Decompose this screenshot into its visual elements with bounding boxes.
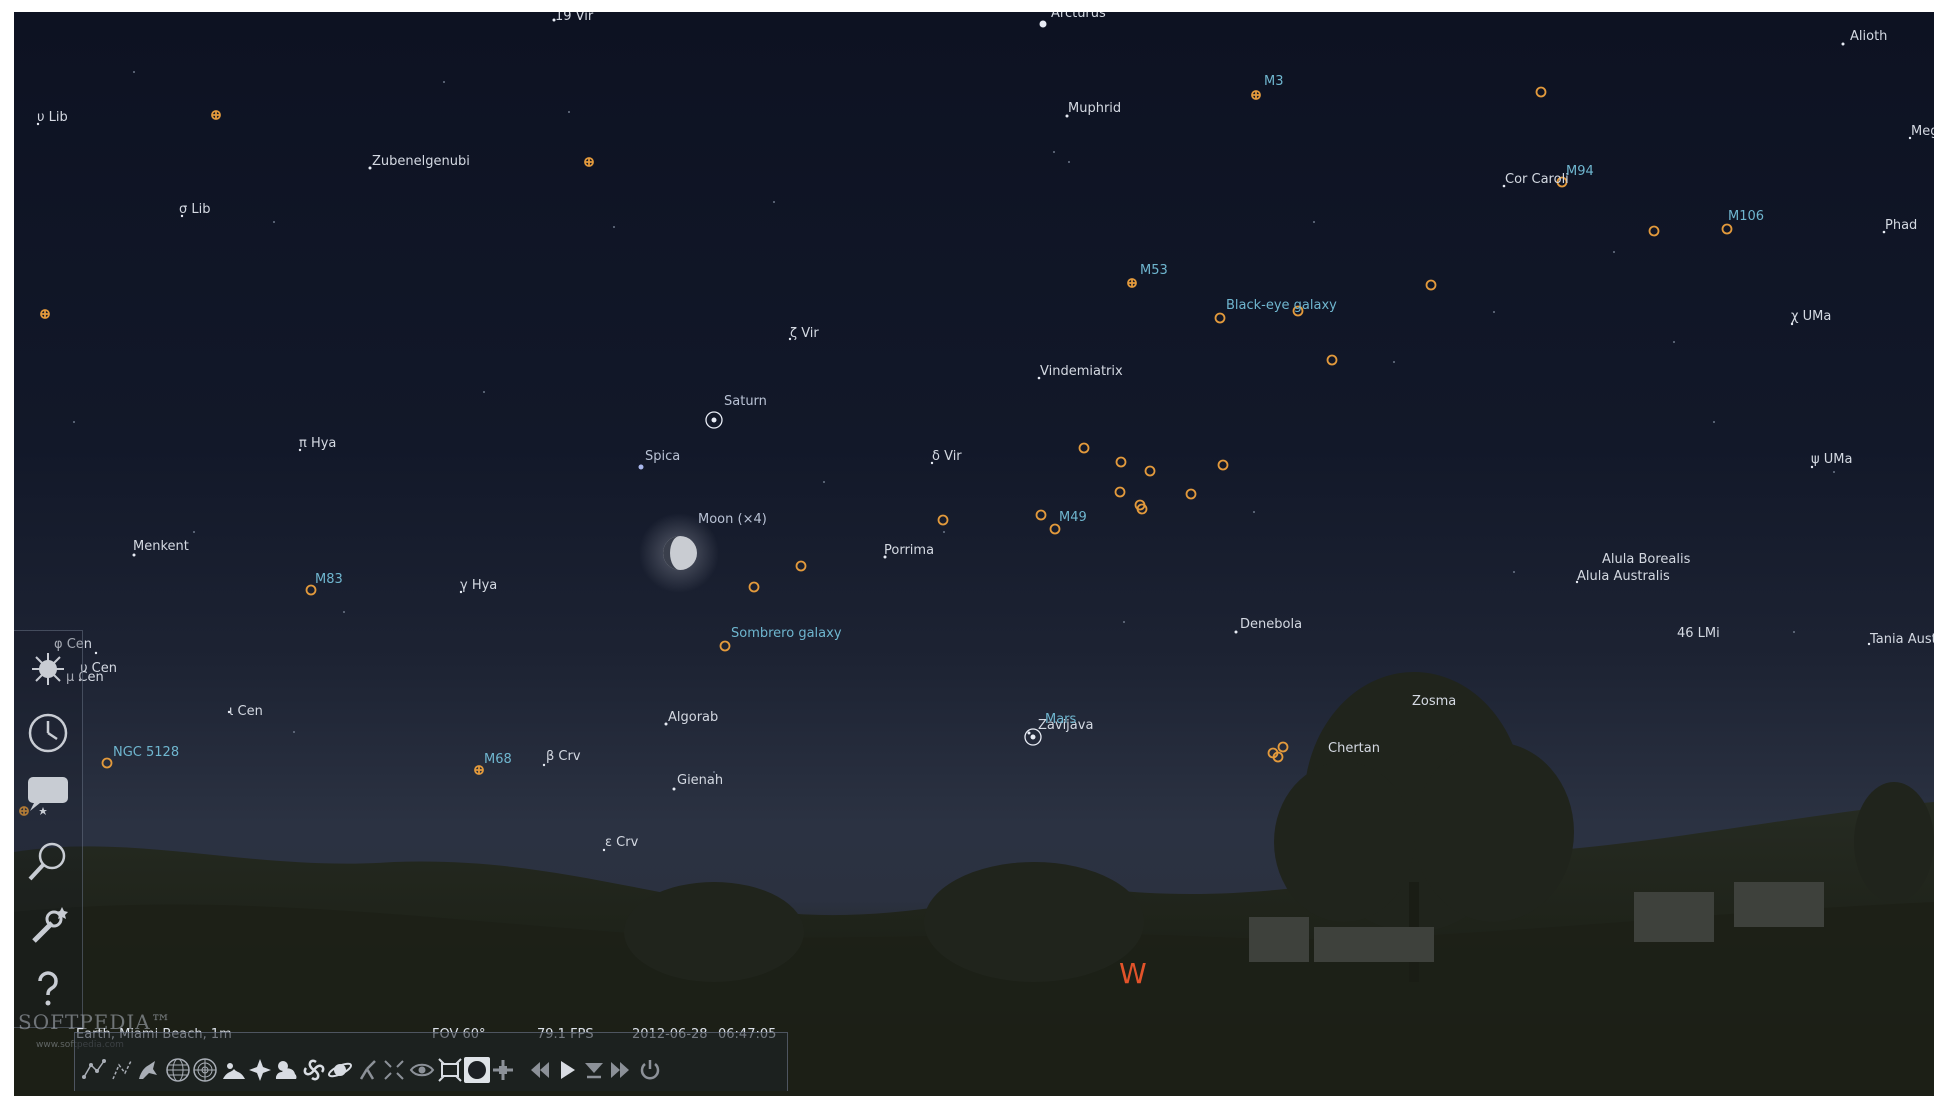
star-label[interactable]: Denebola bbox=[1240, 617, 1303, 632]
star-label[interactable]: 19 Vir bbox=[555, 12, 594, 24]
deep-sky-label[interactable]: Black-eye galaxy bbox=[1226, 298, 1337, 313]
star-label[interactable]: 46 LMi bbox=[1677, 626, 1720, 641]
star-label[interactable]: δ Vir bbox=[932, 449, 962, 464]
deep-sky-label[interactable]: M53 bbox=[1140, 263, 1168, 278]
ground-icon[interactable] bbox=[221, 1057, 247, 1083]
softpedia-watermark: SOFTPEDIA™ bbox=[18, 1010, 172, 1034]
left-sidebar bbox=[14, 630, 83, 1028]
star-label[interactable]: Tania Australis bbox=[1870, 632, 1934, 647]
center-object-icon[interactable] bbox=[381, 1057, 407, 1083]
star-label[interactable]: Gienah bbox=[677, 773, 724, 788]
decrease-time-speed-icon[interactable] bbox=[527, 1057, 553, 1083]
star-label[interactable]: σ Lib bbox=[179, 202, 211, 217]
deep-sky-label[interactable]: NGC 5128 bbox=[113, 745, 180, 760]
deep-sky-label[interactable]: Sombrero galaxy bbox=[731, 626, 842, 641]
star-label[interactable]: Algorab bbox=[668, 710, 719, 725]
star-label[interactable]: φ Cen bbox=[54, 637, 93, 652]
constellation-lines-icon[interactable] bbox=[81, 1057, 107, 1083]
azimuthal-grid-icon[interactable] bbox=[192, 1057, 218, 1083]
nebulae-icon[interactable] bbox=[301, 1057, 327, 1083]
deep-sky-label[interactable]: M106 bbox=[1728, 209, 1765, 224]
star-label[interactable]: ε Crv bbox=[605, 835, 639, 850]
star-label[interactable]: Alioth bbox=[1850, 29, 1888, 44]
sky-view[interactable]: 19 Vir Arcturus Alioth υ Lib Zubenelgenu… bbox=[14, 12, 1934, 1096]
location-window-icon[interactable] bbox=[26, 647, 70, 691]
bottom-toolbar bbox=[74, 1032, 788, 1091]
star-label[interactable]: Meg bbox=[1911, 124, 1934, 139]
increase-time-speed-icon[interactable] bbox=[607, 1057, 633, 1083]
star-label[interactable]: Menkent bbox=[133, 539, 189, 554]
moon-label[interactable]: Moon (×4) bbox=[698, 512, 767, 527]
deep-sky-label[interactable]: M49 bbox=[1059, 510, 1087, 525]
star-label[interactable]: Spica bbox=[645, 449, 681, 464]
deep-sky-label[interactable]: M68 bbox=[484, 752, 512, 767]
star-label[interactable]: β Crv bbox=[546, 749, 581, 764]
star-label[interactable]: π Hya bbox=[299, 436, 337, 451]
quit-icon[interactable] bbox=[637, 1057, 663, 1083]
sky-culture-icon[interactable] bbox=[464, 1057, 490, 1083]
star-label[interactable]: ι Cen bbox=[229, 704, 263, 719]
planet-label[interactable]: Saturn bbox=[724, 394, 767, 409]
star-label[interactable]: μ Cen bbox=[66, 670, 104, 685]
star-label[interactable]: υ Lib bbox=[37, 110, 68, 125]
search-icon[interactable] bbox=[26, 839, 70, 883]
equatorial-mount-icon[interactable] bbox=[355, 1057, 381, 1083]
star-label[interactable]: Arcturus bbox=[1051, 12, 1106, 21]
star-label[interactable]: Phad bbox=[1885, 218, 1918, 233]
star-label[interactable]: Alula Borealis bbox=[1602, 552, 1691, 567]
star-label[interactable]: ζ Vir bbox=[790, 326, 819, 341]
star-label[interactable]: Muphrid bbox=[1068, 101, 1122, 116]
watermark-brand: SOFTPEDIA™ bbox=[18, 1010, 172, 1034]
help-icon[interactable] bbox=[26, 967, 70, 1011]
star-label[interactable]: υ Cen bbox=[80, 661, 117, 676]
configuration-icon[interactable] bbox=[26, 903, 70, 947]
star-label[interactable]: Cor Caroli bbox=[1505, 172, 1569, 187]
sky-viewing-options-icon[interactable] bbox=[26, 775, 70, 819]
cardinal-west: W bbox=[1119, 957, 1147, 990]
star-label[interactable]: χ UMa bbox=[1791, 309, 1832, 324]
cardinal-points-icon[interactable] bbox=[247, 1057, 273, 1083]
planet-labels-icon[interactable] bbox=[327, 1057, 353, 1083]
deep-sky-label[interactable]: M3 bbox=[1264, 74, 1284, 89]
star-label[interactable]: Alula Australis bbox=[1577, 569, 1670, 584]
constellation-labels-icon[interactable] bbox=[109, 1057, 135, 1083]
satellites-icon[interactable] bbox=[490, 1057, 516, 1083]
date-time-icon[interactable] bbox=[26, 711, 70, 755]
set-time-now-icon[interactable] bbox=[581, 1057, 607, 1083]
star-label[interactable]: Porrima bbox=[884, 543, 935, 558]
star-label[interactable]: Zubenelgenubi bbox=[372, 154, 470, 169]
normal-time-rate-icon[interactable] bbox=[554, 1057, 580, 1083]
star-label[interactable]: Chertan bbox=[1328, 741, 1380, 756]
star-label[interactable]: ψ UMa bbox=[1811, 452, 1853, 467]
full-screen-icon[interactable] bbox=[437, 1057, 463, 1083]
star-label[interactable]: Vindemiatrix bbox=[1040, 364, 1123, 379]
deep-sky-label[interactable]: M83 bbox=[315, 572, 343, 587]
equatorial-grid-icon[interactable] bbox=[165, 1057, 191, 1083]
planet-label[interactable]: Mars bbox=[1045, 712, 1077, 727]
night-mode-icon[interactable] bbox=[409, 1057, 435, 1083]
sky-labels: 19 Vir Arcturus Alioth υ Lib Zubenelgenu… bbox=[14, 12, 1934, 1096]
star-label[interactable]: Zavijava bbox=[1038, 718, 1094, 733]
atmosphere-icon[interactable] bbox=[273, 1057, 299, 1083]
deep-sky-label[interactable]: M94 bbox=[1566, 164, 1594, 179]
star-label[interactable]: Zosma bbox=[1412, 694, 1457, 709]
constellation-art-icon[interactable] bbox=[135, 1057, 161, 1083]
star-label[interactable]: γ Hya bbox=[460, 578, 498, 593]
